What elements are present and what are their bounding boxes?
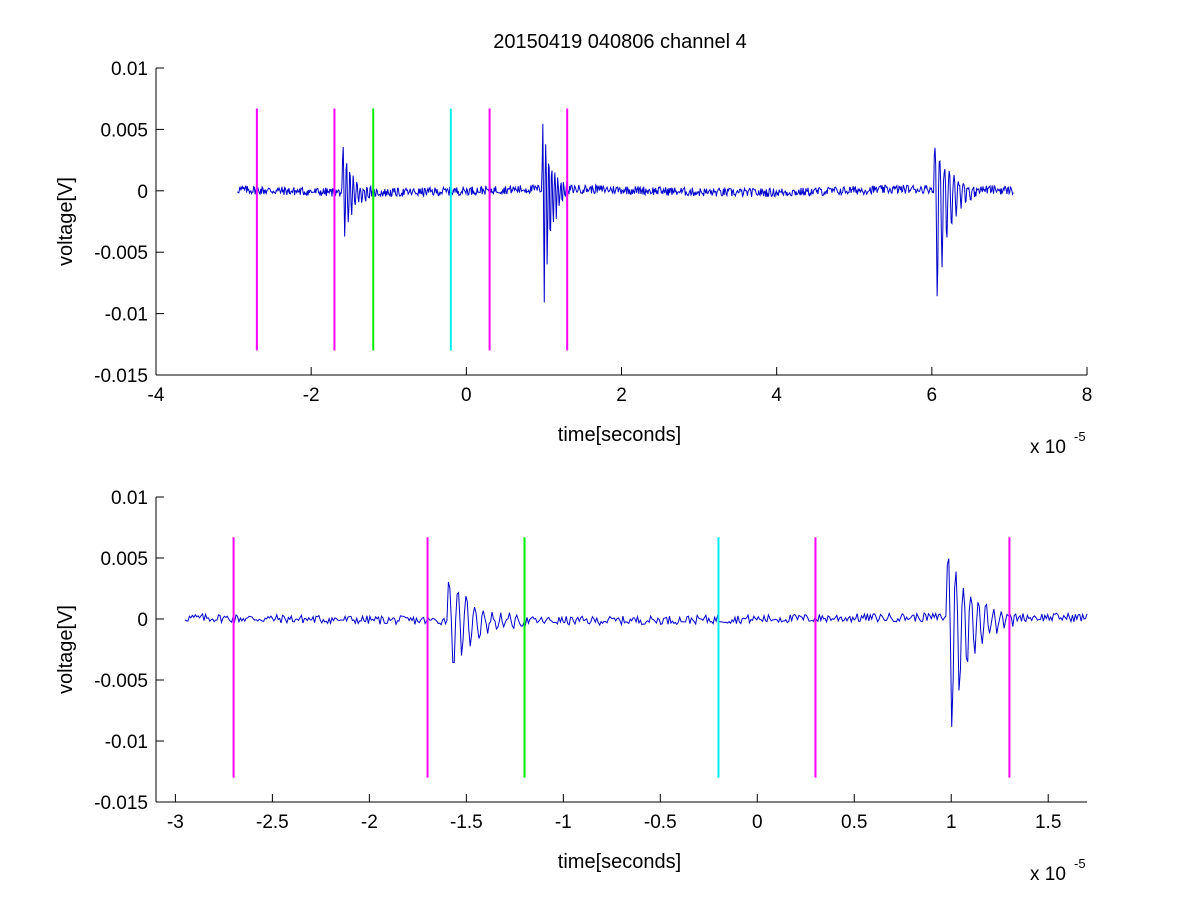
x-tick-label: 4 — [771, 385, 782, 406]
y-tick-label: -0.005 — [94, 671, 148, 692]
x-tick-label: 1.5 — [1035, 812, 1061, 833]
x-tick-label: -2.5 — [256, 812, 289, 833]
x-tick-label: -3 — [167, 812, 184, 833]
y-tick-label: -0.015 — [94, 366, 148, 387]
y-tick-label: -0.005 — [94, 243, 148, 264]
y-axis-label: voltage[V] — [55, 605, 77, 694]
y-tick-label: 0.01 — [111, 59, 148, 80]
y-tick-label: 0.005 — [100, 120, 148, 141]
x-tick-label: 8 — [1082, 385, 1093, 406]
voltage-series-line — [184, 558, 1088, 727]
x-exponent-label: x 10 — [1030, 864, 1066, 885]
x-tick-label: -1 — [555, 812, 572, 833]
x-tick-label: 2 — [616, 385, 627, 406]
x-axis-label: time[seconds] — [558, 424, 681, 446]
x-exponent-label: x 10 — [1030, 437, 1066, 458]
y-tick-label: 0.005 — [100, 549, 148, 570]
y-tick-label: 0 — [137, 610, 148, 631]
x-tick-label: -4 — [148, 385, 165, 406]
axes-bottom: -3 -2.5 -2 -1.5 -1 -0.5 0 0.5 1 1.5 -0.015 -0.01 -0.… — [55, 488, 1088, 885]
figure-title: 20150419 040806 channel 4 — [493, 31, 747, 53]
x-tick-label: -2 — [303, 385, 320, 406]
x-tick-label: 0 — [461, 385, 472, 406]
x-tick-label: -0.5 — [644, 812, 677, 833]
x-tick-label: 1 — [946, 812, 957, 833]
axes-top: -4 -2 0 2 4 6 8 -0.015 -0.01 -0.005 0 0.005 0.01 time… — [55, 59, 1092, 458]
x-tick-label: 6 — [927, 385, 938, 406]
x-tick-label: -1.5 — [450, 812, 483, 833]
y-tick-label: -0.01 — [105, 732, 148, 753]
voltage-series-line — [237, 123, 1014, 303]
y-tick-label: 0 — [137, 182, 148, 203]
y-tick-label: -0.01 — [105, 305, 148, 326]
x-exponent-power: -5 — [1074, 856, 1086, 871]
x-tick-label: 0 — [752, 812, 763, 833]
x-exponent-power: -5 — [1074, 429, 1086, 444]
y-tick-label: -0.015 — [94, 793, 148, 814]
y-tick-label: 0.01 — [111, 488, 148, 509]
y-axis-label: voltage[V] — [55, 177, 77, 266]
x-axis-label: time[seconds] — [558, 851, 681, 873]
x-tick-label: -2 — [361, 812, 378, 833]
x-tick-label: 0.5 — [841, 812, 867, 833]
